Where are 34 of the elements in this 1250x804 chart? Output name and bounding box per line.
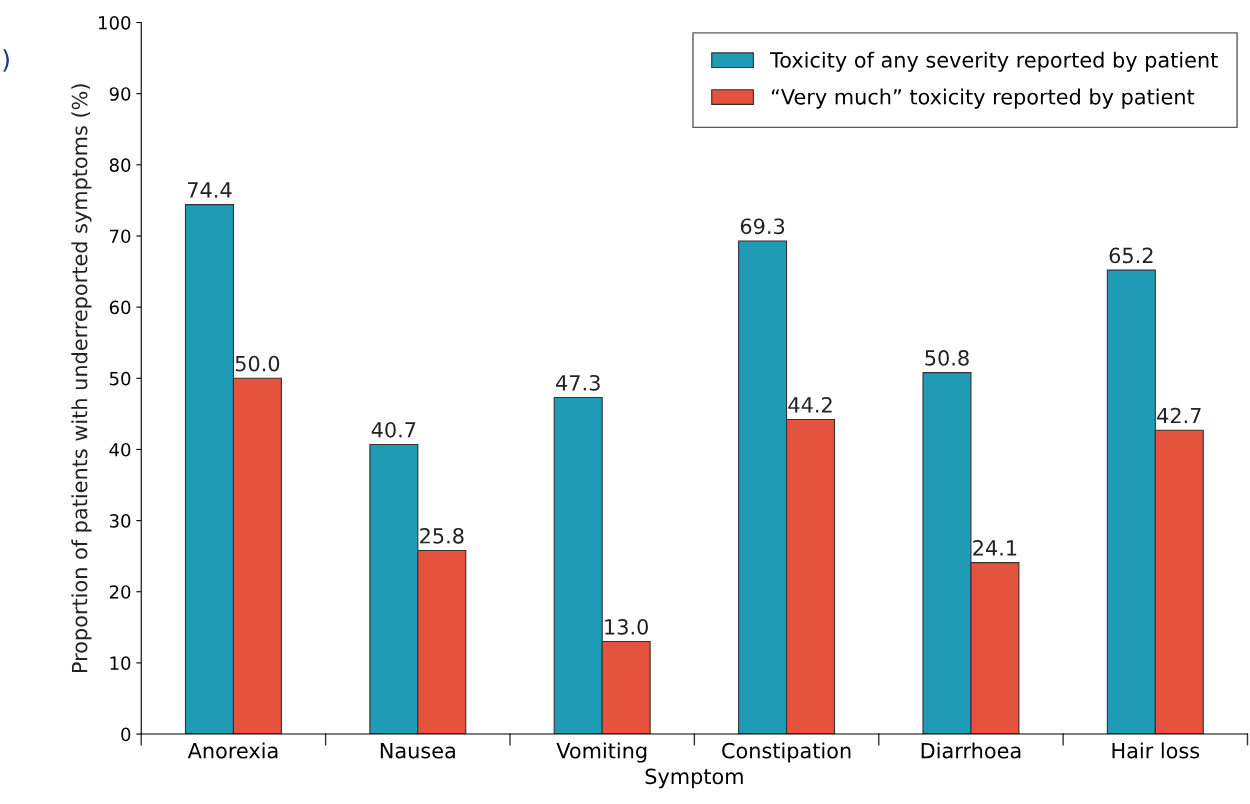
y-tick-label: 60 — [109, 300, 131, 315]
data-label: 47.3 — [556, 374, 600, 391]
data-label: 44.2 — [788, 396, 832, 413]
text: ) — [3, 49, 9, 72]
y-tick-label: 40 — [109, 442, 131, 457]
x-tick-label: Hair loss — [1112, 742, 1200, 759]
y-tick-label: 10 — [110, 656, 131, 671]
data-label: 13.0 — [605, 618, 648, 635]
y-tick-label: 90 — [109, 87, 131, 101]
y-tick-label: 20 — [109, 585, 131, 599]
x-tick-label: Diarrhoea — [921, 742, 1021, 759]
y-tick-label: 30 — [109, 514, 131, 528]
data-label: 69.3 — [740, 218, 785, 235]
data-label: 40.7 — [371, 421, 416, 438]
data-label: 65.2 — [1109, 247, 1153, 264]
data-label: 42.7 — [1157, 407, 1201, 424]
data-label: 74.4 — [187, 182, 232, 198]
y-tick-label: 70 — [110, 229, 131, 244]
x-axis-title: Symptom — [645, 768, 743, 789]
x-tick-label: Nausea — [380, 743, 455, 759]
y-axis-title: Proportion of patients with underreported symptoms (%) — [71, 84, 92, 673]
x-tick-label: Constipation — [722, 742, 851, 763]
data-label: 25.8 — [420, 527, 464, 544]
x-tick-label: Anorexia — [187, 742, 278, 759]
y-tick-label: 100 — [99, 15, 131, 30]
data-label: 24.1 — [973, 540, 1017, 556]
data-label: 50.8 — [925, 350, 969, 366]
y-tick-label: 80 — [109, 158, 131, 172]
data-label: 50.0 — [235, 355, 280, 372]
legend-label: “Very much” toxicity reported by patient — [771, 88, 1195, 109]
x-tick-label: Vomiting — [556, 742, 647, 763]
y-tick-label: 0 — [121, 727, 131, 742]
y-tick-label: 50 — [109, 371, 131, 386]
legend-label: Toxicity of any severity reported by patient — [769, 51, 1218, 72]
